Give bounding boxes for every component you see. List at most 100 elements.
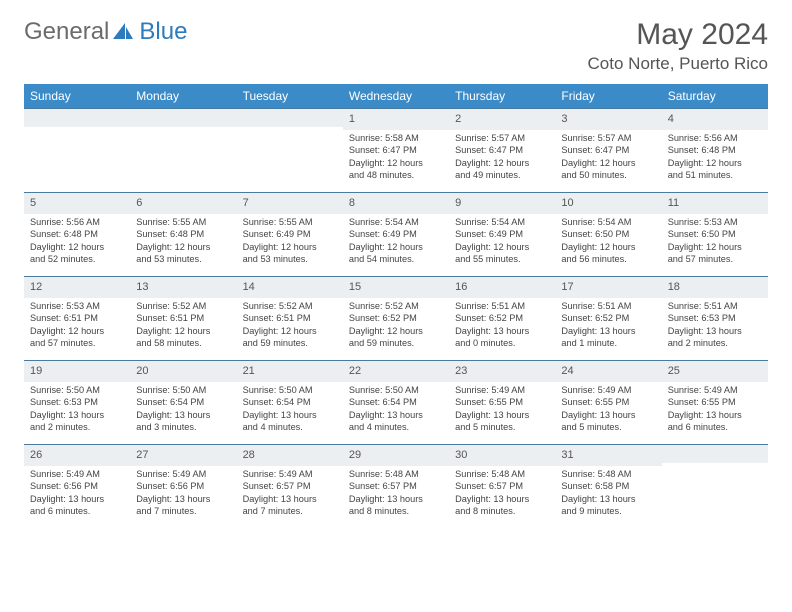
day-line: Sunset: 6:57 PM <box>243 480 337 492</box>
calendar-day-cell: 25Sunrise: 5:49 AMSunset: 6:55 PMDayligh… <box>662 361 768 445</box>
calendar-day-cell: 9Sunrise: 5:54 AMSunset: 6:49 PMDaylight… <box>449 193 555 277</box>
calendar-day-cell: 2Sunrise: 5:57 AMSunset: 6:47 PMDaylight… <box>449 109 555 193</box>
day-line: Sunrise: 5:49 AM <box>561 384 655 396</box>
day-number: 21 <box>237 361 343 382</box>
day-line: and 55 minutes. <box>455 253 549 265</box>
day-body <box>130 127 236 133</box>
day-line: Sunset: 6:47 PM <box>561 144 655 156</box>
day-line: and 59 minutes. <box>349 337 443 349</box>
calendar-day-cell: 5Sunrise: 5:56 AMSunset: 6:48 PMDaylight… <box>24 193 130 277</box>
day-number: 14 <box>237 277 343 298</box>
month-title: May 2024 <box>588 18 768 52</box>
calendar-day-cell: 28Sunrise: 5:49 AMSunset: 6:57 PMDayligh… <box>237 445 343 529</box>
day-line: Sunset: 6:47 PM <box>455 144 549 156</box>
day-body: Sunrise: 5:52 AMSunset: 6:51 PMDaylight:… <box>237 298 343 354</box>
day-line: Daylight: 12 hours <box>668 241 762 253</box>
day-line: Sunset: 6:57 PM <box>455 480 549 492</box>
day-body: Sunrise: 5:56 AMSunset: 6:48 PMDaylight:… <box>24 214 130 270</box>
weekday-header: Monday <box>130 84 236 109</box>
day-number: 7 <box>237 193 343 214</box>
day-line: and 6 minutes. <box>30 505 124 517</box>
day-number: 18 <box>662 277 768 298</box>
day-line: Sunset: 6:49 PM <box>455 228 549 240</box>
day-line: Sunrise: 5:49 AM <box>243 468 337 480</box>
day-body: Sunrise: 5:48 AMSunset: 6:57 PMDaylight:… <box>343 466 449 522</box>
day-line: and 58 minutes. <box>136 337 230 349</box>
day-number: 30 <box>449 445 555 466</box>
day-body: Sunrise: 5:50 AMSunset: 6:54 PMDaylight:… <box>343 382 449 438</box>
day-body: Sunrise: 5:49 AMSunset: 6:57 PMDaylight:… <box>237 466 343 522</box>
day-line: Daylight: 12 hours <box>30 241 124 253</box>
day-line: Sunrise: 5:51 AM <box>455 300 549 312</box>
day-number: 12 <box>24 277 130 298</box>
calendar-day-cell: 19Sunrise: 5:50 AMSunset: 6:53 PMDayligh… <box>24 361 130 445</box>
day-body: Sunrise: 5:52 AMSunset: 6:52 PMDaylight:… <box>343 298 449 354</box>
day-number: 6 <box>130 193 236 214</box>
brand-general: General <box>24 18 109 46</box>
calendar-day-cell: 13Sunrise: 5:52 AMSunset: 6:51 PMDayligh… <box>130 277 236 361</box>
day-number: 17 <box>555 277 661 298</box>
day-line: Daylight: 12 hours <box>30 325 124 337</box>
calendar-day-cell: 24Sunrise: 5:49 AMSunset: 6:55 PMDayligh… <box>555 361 661 445</box>
day-line: Sunrise: 5:56 AM <box>668 132 762 144</box>
day-line: and 49 minutes. <box>455 169 549 181</box>
calendar-day-cell: 29Sunrise: 5:48 AMSunset: 6:57 PMDayligh… <box>343 445 449 529</box>
day-line: Sunrise: 5:52 AM <box>136 300 230 312</box>
day-number: 22 <box>343 361 449 382</box>
day-line: and 52 minutes. <box>30 253 124 265</box>
day-line: Daylight: 13 hours <box>349 409 443 421</box>
day-line: Sunset: 6:49 PM <box>349 228 443 240</box>
calendar-day-cell: 14Sunrise: 5:52 AMSunset: 6:51 PMDayligh… <box>237 277 343 361</box>
calendar-body: 1Sunrise: 5:58 AMSunset: 6:47 PMDaylight… <box>24 109 768 529</box>
day-line: Daylight: 12 hours <box>561 157 655 169</box>
day-body: Sunrise: 5:54 AMSunset: 6:50 PMDaylight:… <box>555 214 661 270</box>
day-body <box>24 127 130 133</box>
day-line: Daylight: 13 hours <box>668 325 762 337</box>
day-line: and 5 minutes. <box>455 421 549 433</box>
calendar-day-cell: 12Sunrise: 5:53 AMSunset: 6:51 PMDayligh… <box>24 277 130 361</box>
day-line: Daylight: 13 hours <box>136 409 230 421</box>
day-number: 1 <box>343 109 449 130</box>
calendar-week-row: 5Sunrise: 5:56 AMSunset: 6:48 PMDaylight… <box>24 193 768 277</box>
day-body: Sunrise: 5:51 AMSunset: 6:53 PMDaylight:… <box>662 298 768 354</box>
calendar-week-row: 12Sunrise: 5:53 AMSunset: 6:51 PMDayligh… <box>24 277 768 361</box>
day-body: Sunrise: 5:48 AMSunset: 6:57 PMDaylight:… <box>449 466 555 522</box>
day-body: Sunrise: 5:50 AMSunset: 6:54 PMDaylight:… <box>130 382 236 438</box>
day-line: Daylight: 12 hours <box>455 157 549 169</box>
day-line: and 4 minutes. <box>243 421 337 433</box>
day-line: and 2 minutes. <box>668 337 762 349</box>
day-line: and 6 minutes. <box>668 421 762 433</box>
day-number: 11 <box>662 193 768 214</box>
calendar-day-cell: 27Sunrise: 5:49 AMSunset: 6:56 PMDayligh… <box>130 445 236 529</box>
day-body: Sunrise: 5:49 AMSunset: 6:55 PMDaylight:… <box>662 382 768 438</box>
day-body: Sunrise: 5:53 AMSunset: 6:51 PMDaylight:… <box>24 298 130 354</box>
day-line: Sunset: 6:49 PM <box>243 228 337 240</box>
day-line: and 53 minutes. <box>136 253 230 265</box>
calendar-day-cell: 7Sunrise: 5:55 AMSunset: 6:49 PMDaylight… <box>237 193 343 277</box>
day-line: Sunrise: 5:50 AM <box>243 384 337 396</box>
day-line: Sunset: 6:55 PM <box>455 396 549 408</box>
day-line: Sunset: 6:54 PM <box>349 396 443 408</box>
calendar-empty-cell <box>237 109 343 193</box>
day-line: Sunrise: 5:57 AM <box>455 132 549 144</box>
day-line: Daylight: 12 hours <box>349 241 443 253</box>
calendar-day-cell: 6Sunrise: 5:55 AMSunset: 6:48 PMDaylight… <box>130 193 236 277</box>
day-number: 27 <box>130 445 236 466</box>
weekday-header: Friday <box>555 84 661 109</box>
weekday-header: Wednesday <box>343 84 449 109</box>
day-body: Sunrise: 5:57 AMSunset: 6:47 PMDaylight:… <box>555 130 661 186</box>
day-line: Daylight: 13 hours <box>243 409 337 421</box>
day-line: and 7 minutes. <box>243 505 337 517</box>
day-line: Sunrise: 5:49 AM <box>136 468 230 480</box>
day-body: Sunrise: 5:56 AMSunset: 6:48 PMDaylight:… <box>662 130 768 186</box>
calendar-empty-cell <box>130 109 236 193</box>
day-line: and 50 minutes. <box>561 169 655 181</box>
calendar-day-cell: 15Sunrise: 5:52 AMSunset: 6:52 PMDayligh… <box>343 277 449 361</box>
day-number: 19 <box>24 361 130 382</box>
day-line: and 53 minutes. <box>243 253 337 265</box>
day-line: Daylight: 13 hours <box>561 493 655 505</box>
day-line: and 7 minutes. <box>136 505 230 517</box>
day-number <box>662 445 768 463</box>
day-number: 15 <box>343 277 449 298</box>
day-line: Sunset: 6:53 PM <box>30 396 124 408</box>
